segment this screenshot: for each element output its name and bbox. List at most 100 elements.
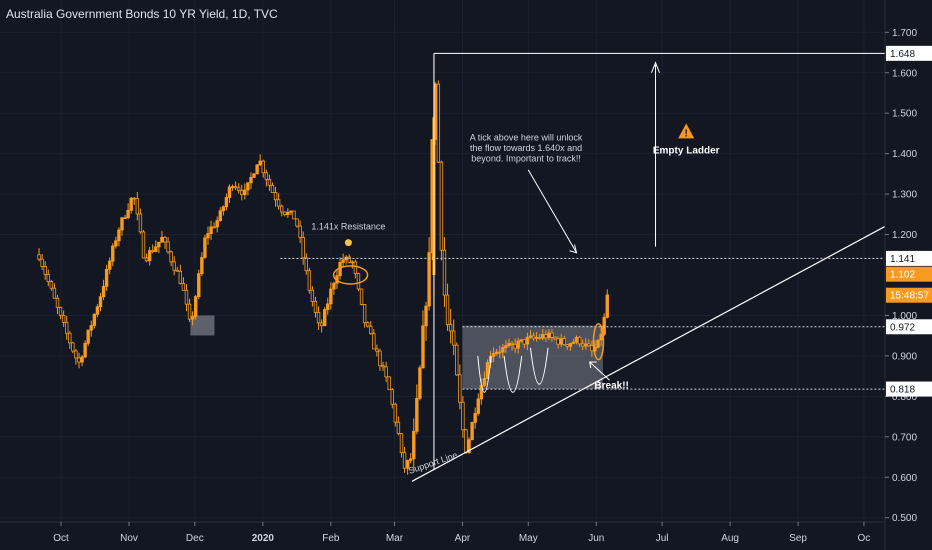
candle-body xyxy=(298,225,302,238)
x-tick-label: Feb xyxy=(322,533,340,544)
candle-body xyxy=(144,257,149,262)
candle-body xyxy=(193,296,198,317)
drawings: ! 1.141x Resistance A tick above here will… xyxy=(280,52,886,482)
candle-body xyxy=(310,289,315,302)
x-tick-label: Aug xyxy=(721,533,739,544)
y-tick-label: 1.500 xyxy=(892,109,917,120)
candle-body xyxy=(387,376,391,391)
candle-body xyxy=(98,296,103,308)
candle-body xyxy=(399,433,404,454)
candle-body xyxy=(467,439,471,453)
candle-body xyxy=(590,345,594,352)
candle-body xyxy=(104,268,109,287)
candle-body xyxy=(295,218,299,227)
annotation-text: 1.141x Resistance xyxy=(311,222,385,232)
candle-body xyxy=(599,333,603,341)
candle-body xyxy=(531,335,536,339)
x-tick-label: Dec xyxy=(186,533,204,544)
candle-body xyxy=(369,325,373,335)
cup-curve xyxy=(503,355,523,393)
candle-body xyxy=(304,257,308,272)
x-tick-label: Oct xyxy=(53,533,69,544)
candle-body xyxy=(516,340,520,349)
candle-body xyxy=(141,231,146,259)
y-tick-label: 1.000 xyxy=(892,311,917,322)
candle-body xyxy=(473,413,477,423)
x-tick-label: Jun xyxy=(588,533,604,544)
candle-body xyxy=(347,256,351,263)
candle-body xyxy=(504,345,508,348)
candle-body xyxy=(279,205,284,213)
candle-body xyxy=(166,241,170,253)
y-tick-label: 0.600 xyxy=(892,473,917,484)
candle-body xyxy=(365,322,370,327)
support-trend-line xyxy=(411,225,886,482)
candle-body xyxy=(353,261,358,274)
candle-body xyxy=(381,365,385,368)
candle-body xyxy=(485,362,490,379)
candle-body xyxy=(264,172,269,180)
annotation-text: the flow towards 1.640x and xyxy=(470,143,582,153)
candle-body xyxy=(227,186,232,198)
break-arrow-head xyxy=(589,361,597,369)
candle-body xyxy=(221,206,226,212)
x-tick-label: Nov xyxy=(120,533,138,544)
candle-body xyxy=(55,297,60,308)
candle-body xyxy=(482,378,487,386)
candle-body xyxy=(322,309,327,327)
candle-body xyxy=(61,315,66,323)
candle-body xyxy=(412,430,416,460)
candle-body xyxy=(157,241,161,248)
candle-body xyxy=(525,336,530,345)
candle-body xyxy=(252,173,256,178)
candle-body xyxy=(255,164,259,175)
annotation-text: beyond. Important to track!! xyxy=(471,153,581,163)
candle-body xyxy=(71,342,75,352)
candle-body xyxy=(276,199,281,207)
candle-body xyxy=(101,285,106,298)
candle-body xyxy=(574,336,579,343)
x-tick-label: 2020 xyxy=(252,533,275,544)
x-tick-label: Jul xyxy=(656,533,669,544)
candle-body xyxy=(568,342,573,347)
candle-body xyxy=(206,233,210,239)
warning-icon xyxy=(678,123,695,139)
candle-body xyxy=(455,344,459,376)
candle-body xyxy=(584,343,588,347)
x-tick-label: Sep xyxy=(789,533,807,544)
candle-body xyxy=(215,220,219,228)
annotation-text: Break!! xyxy=(594,380,628,391)
candle-body xyxy=(464,429,468,453)
candle-body xyxy=(129,197,133,211)
candle-body xyxy=(77,357,81,363)
candle-body xyxy=(258,160,262,166)
y-tick-label: 1.400 xyxy=(892,149,917,160)
candle-body xyxy=(95,306,100,315)
candle-body xyxy=(356,273,361,290)
candle-body xyxy=(494,351,499,354)
candle-body xyxy=(200,256,204,275)
candle-body xyxy=(596,339,600,348)
candle-body xyxy=(547,332,551,339)
price-label-box xyxy=(886,250,932,266)
candle-body xyxy=(261,160,265,174)
price-label-box xyxy=(886,381,932,397)
candle-body xyxy=(178,270,183,284)
candle-body xyxy=(313,301,318,313)
candle-body xyxy=(74,350,78,359)
candle-body xyxy=(58,307,63,316)
candle-body xyxy=(270,184,275,193)
price-label-text: 0.818 xyxy=(890,385,915,396)
candle-body xyxy=(436,83,441,163)
candle-body xyxy=(154,246,158,252)
candle-body xyxy=(498,351,502,354)
candle-body xyxy=(534,337,539,339)
candle-body xyxy=(89,325,93,331)
candle-body xyxy=(212,226,216,229)
candle-body xyxy=(120,217,124,231)
candle-body xyxy=(114,240,118,247)
candle-body xyxy=(301,237,305,259)
candle-body xyxy=(402,452,407,469)
candle-body xyxy=(562,338,566,345)
